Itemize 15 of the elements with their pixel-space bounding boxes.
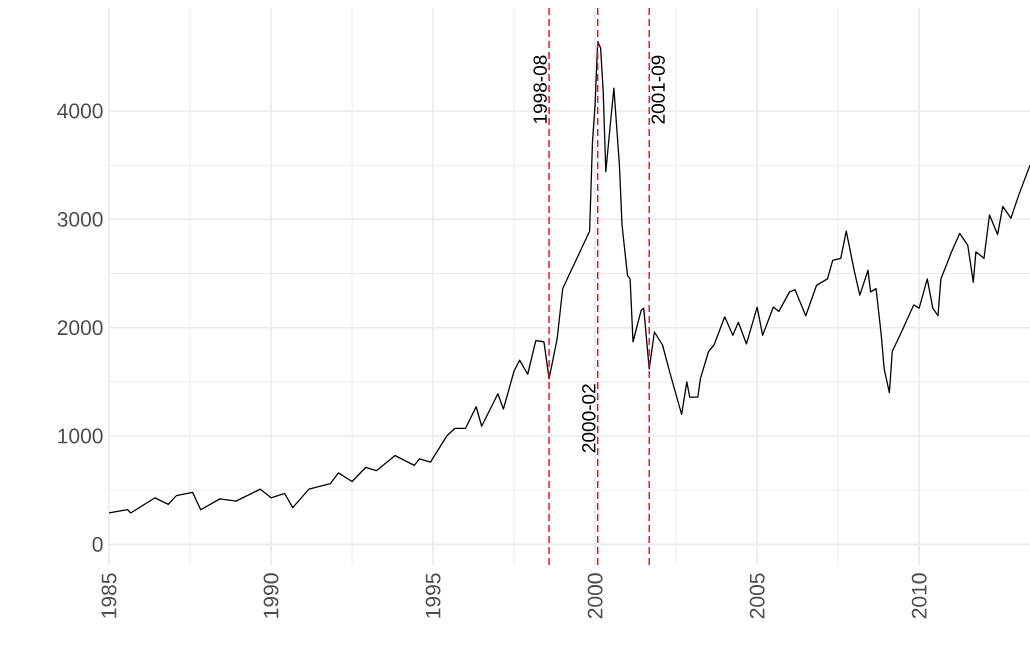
x-tick-label: 2000 — [587, 573, 603, 619]
x-tick-label: 2010 — [911, 573, 927, 619]
x-tick-label: 2005 — [749, 573, 765, 619]
x-tick-label: 1990 — [263, 573, 279, 618]
x-tick-label: 1985 — [101, 573, 117, 618]
y-tick-label: 4000 — [57, 103, 103, 119]
y-tick-label: 0 — [92, 536, 103, 552]
ref-line-label: 2000-02 — [582, 384, 596, 453]
y-tick-label: 2000 — [57, 320, 103, 336]
y-tick-label: 3000 — [57, 211, 103, 227]
y-tick-label: 1000 — [58, 428, 103, 444]
ref-line-label: 2001-09 — [651, 55, 665, 124]
ref-line-label: 1998-08 — [533, 55, 547, 124]
x-tick-label: 1995 — [425, 573, 441, 618]
line-series — [108, 40, 1030, 514]
